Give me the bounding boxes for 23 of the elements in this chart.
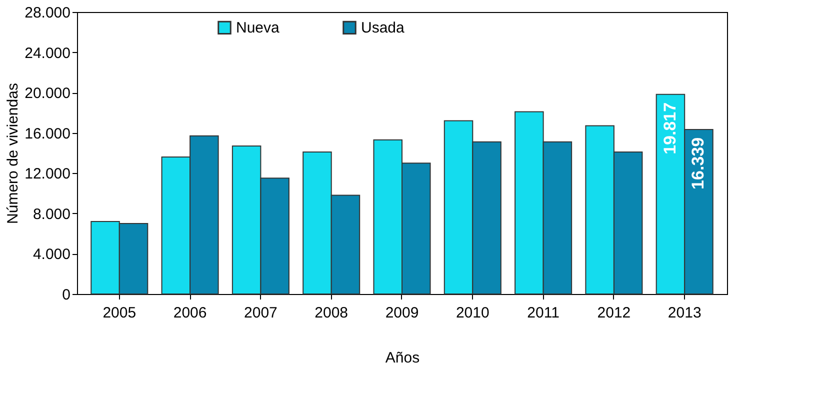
x-tick-label: 2008 — [314, 304, 348, 322]
legend-label: Nueva — [236, 20, 280, 37]
y-tick-label: 8.000 — [32, 206, 70, 223]
x-tick-label: 2009 — [385, 304, 419, 322]
x-tick-label: 2007 — [244, 304, 278, 322]
x-tick-label: 2012 — [597, 304, 631, 322]
legend-label: Usada — [361, 20, 406, 37]
data-label: 19.817 — [660, 102, 680, 154]
y-tick-label: 12.000 — [24, 166, 70, 183]
y-tick-label: 28.000 — [24, 4, 70, 22]
y-tick-label: 0 — [62, 286, 70, 304]
y-tick-label: 16.000 — [24, 125, 70, 142]
x-tick-label: 2006 — [173, 304, 207, 322]
x-tick-label: 2010 — [456, 304, 490, 322]
y-tick-label: 20.000 — [24, 85, 70, 102]
x-tick-label: 2013 — [668, 304, 702, 322]
data-label: 16.339 — [688, 137, 708, 190]
x-tick-label: 2005 — [102, 304, 136, 322]
y-tick-label: 4.000 — [32, 246, 70, 264]
x-axis-title: Años — [385, 350, 420, 366]
y-tick-label: 24.000 — [24, 44, 70, 62]
y-axis-title: Número de viviendas — [4, 83, 22, 224]
x-tick-label: 2011 — [527, 304, 560, 322]
